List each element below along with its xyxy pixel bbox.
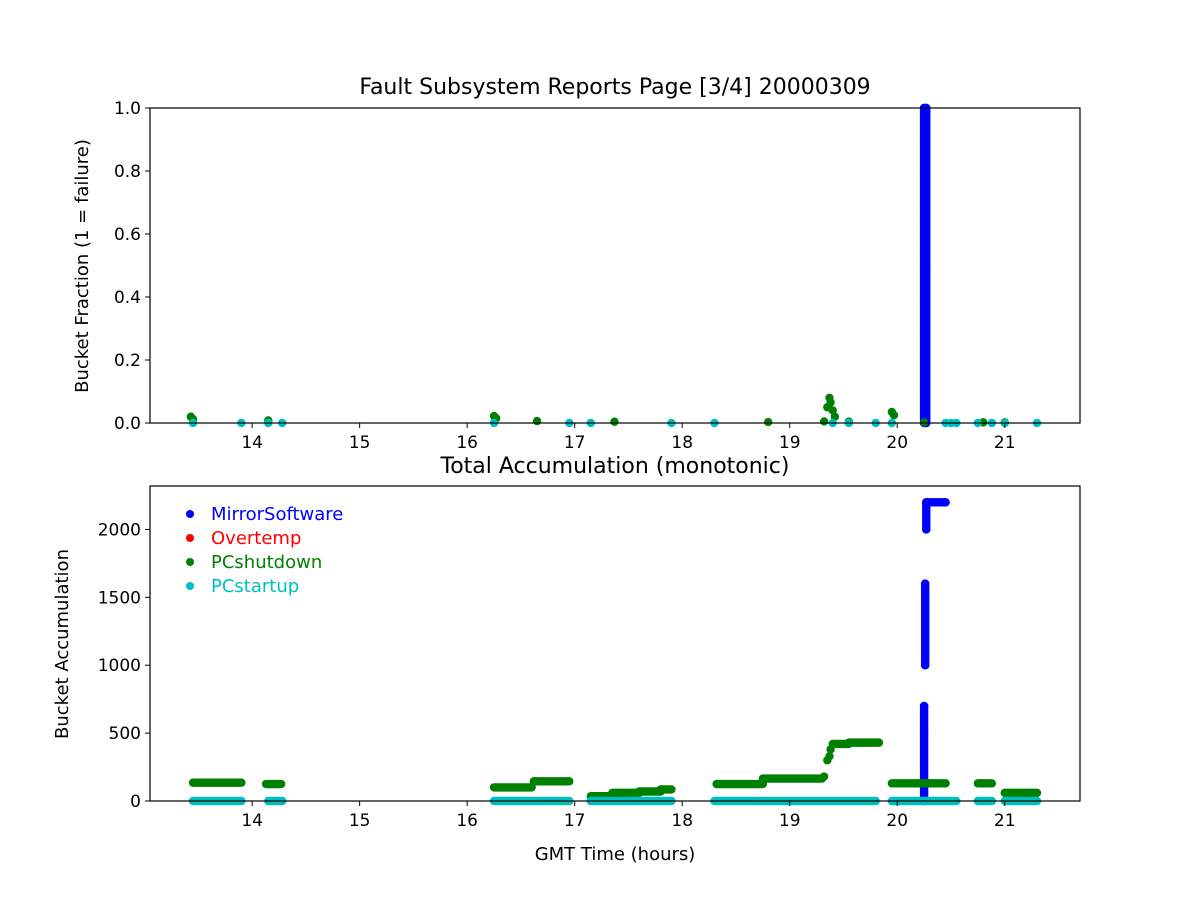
x-tick-label: 20 [886, 811, 908, 831]
mirrorsoftware-point [919, 198, 929, 207]
y-tick-label: 0.4 [114, 288, 141, 308]
plot-frame-bottom [149, 485, 1081, 802]
mirrorsoftware-point [919, 387, 929, 396]
y-tick-label: 2000 [98, 520, 141, 540]
marks-bottom [188, 498, 1042, 806]
mirrorsoftware-point [919, 229, 929, 239]
pcshutdown-point [764, 417, 773, 427]
mirrorsoftware-point [922, 525, 931, 534]
x-tick-label: 17 [564, 433, 586, 453]
y-tick-label: 1000 [98, 656, 141, 676]
chart-title-top: Fault Subsystem Reports Page [3/4] 20000… [359, 75, 870, 100]
x-tick-label: 21 [994, 811, 1016, 831]
x-tick-label: 15 [349, 811, 371, 831]
legend: MirrorSoftware Overtemp PCshutdown PCstartu… [186, 504, 343, 597]
x-tick-label: 16 [456, 433, 478, 453]
y-ticks-bottom: 0 500 1000 1500 2000 [98, 520, 150, 812]
y-tick-label: 500 [109, 724, 141, 744]
y-tick-label: 0.0 [114, 414, 141, 434]
mirrorsoftware-point [919, 728, 929, 738]
panel-total-accumulation: Total Accumulation (monotonic) Bucket Ac… [52, 454, 1081, 865]
x-tick-label: 15 [349, 433, 371, 453]
pcshutdown-point [826, 745, 835, 754]
mirrorsoftware-point [919, 292, 929, 302]
pcshutdown-point [532, 416, 542, 426]
x-tick-label: 18 [671, 433, 693, 453]
legend-label-pcshutdown: PCshutdown [211, 552, 322, 573]
legend-label-overtemp: Overtemp [211, 528, 301, 549]
pcshutdown-point [819, 417, 829, 426]
mirrorsoftware-point [920, 661, 930, 670]
x-tick-label: 14 [241, 433, 263, 453]
x-ticks-top: 14 15 16 17 18 19 20 21 [241, 423, 1016, 453]
x-tick-label: 16 [456, 811, 478, 831]
pcshutdown-point [825, 751, 834, 761]
marks-top [186, 103, 1042, 428]
x-ticks-bottom: 14 15 16 17 18 19 20 21 [241, 801, 1016, 831]
mirrorsoftware-point [919, 701, 929, 711]
y-axis-label-top: Bucket Fraction (1 = failure) [72, 139, 93, 393]
y-axis-label-bottom: Bucket Accumulation [52, 549, 73, 739]
x-tick-label: 19 [779, 811, 801, 831]
legend-marker-overtemp [186, 534, 194, 542]
mirrorsoftware-point [919, 324, 929, 333]
pcshutdown-point [819, 772, 829, 781]
legend-label-pcstartup: PCstartup [211, 576, 299, 597]
mirrorsoftware-point [922, 261, 931, 270]
mirrorsoftware-point [919, 245, 929, 254]
legend-marker-pcstartup [186, 582, 194, 590]
plot-frame-top [149, 107, 1081, 424]
mirrorsoftware-point [919, 166, 929, 176]
y-tick-label: 1.0 [114, 99, 141, 119]
x-tick-label: 14 [241, 811, 263, 831]
x-tick-label: 18 [671, 811, 693, 831]
pcshutdown-point [889, 410, 899, 420]
y-tick-label: 0 [130, 792, 141, 812]
y-ticks-top: 0.0 0.2 0.4 0.6 0.8 1.0 [114, 99, 150, 434]
mirrorsoftware-point [919, 355, 929, 365]
y-tick-label: 1500 [98, 588, 141, 608]
pcshutdown-point [830, 412, 840, 421]
mirrorsoftware-point [922, 498, 931, 507]
x-tick-label: 19 [779, 433, 801, 453]
mirrorsoftware-point [919, 214, 929, 223]
x-axis-label-bottom: GMT Time (hours) [535, 844, 696, 865]
mirrorsoftware-point [920, 579, 930, 588]
y-tick-label: 0.6 [114, 225, 141, 245]
mirrorsoftware-point [941, 498, 950, 507]
pcshutdown-point [610, 417, 619, 426]
pcshutdown-point [826, 398, 835, 407]
legend-marker-mirrorsoftware [186, 510, 194, 518]
panel-bucket-fraction: Fault Subsystem Reports Page [3/4] 20000… [72, 75, 1081, 453]
y-tick-label: 0.8 [114, 162, 141, 182]
pcshutdown-point [828, 406, 837, 415]
pcshutdown-point [919, 418, 929, 427]
mirrorsoftware-point [919, 135, 929, 144]
legend-label-mirrorsoftware: MirrorSoftware [211, 504, 343, 525]
x-tick-label: 17 [564, 811, 586, 831]
chart-title-bottom: Total Accumulation (monotonic) [440, 454, 790, 479]
x-tick-label: 21 [994, 433, 1016, 453]
legend-marker-pcshutdown [186, 558, 194, 566]
y-tick-label: 0.2 [114, 351, 141, 371]
x-tick-label: 20 [886, 433, 908, 453]
